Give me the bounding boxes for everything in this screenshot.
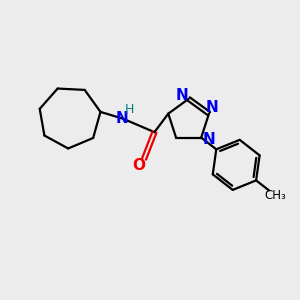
Text: N: N [116,111,128,126]
Text: O: O [132,158,145,173]
Text: N: N [206,100,218,115]
Text: CH₃: CH₃ [265,189,286,202]
Text: H: H [125,103,134,116]
Text: N: N [176,88,188,103]
Text: N: N [202,132,215,147]
